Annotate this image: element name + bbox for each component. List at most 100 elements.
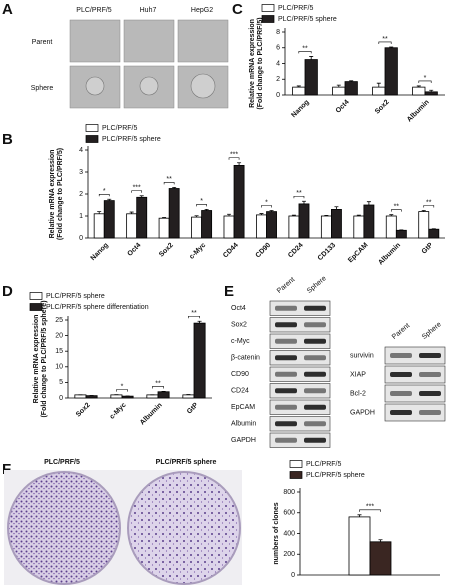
significance-bracket [196, 204, 207, 207]
protein-label: XIAP [350, 371, 366, 378]
protein-label: β-catenin [231, 355, 260, 362]
panel-letter: F [2, 461, 11, 478]
band [275, 355, 297, 361]
significance-label: * [265, 199, 268, 206]
bar [266, 211, 277, 239]
legend-label: PLC/PRF/5 sphere [102, 136, 161, 143]
x-tick-label: Albumin [377, 242, 402, 267]
band [275, 404, 297, 410]
significance-bracket [188, 315, 200, 319]
bar [348, 516, 371, 576]
blot-strip [269, 333, 331, 349]
band [275, 421, 297, 427]
y-tick-label: 6 [276, 45, 280, 52]
error-bar [269, 210, 274, 212]
bar [428, 228, 440, 239]
protein-label: CD90 [231, 371, 249, 378]
bar [223, 215, 235, 239]
legend-label: PLC/PRF/5 [278, 5, 314, 12]
y-tick-label: 0 [79, 235, 83, 242]
error-bar [162, 217, 167, 219]
bar [85, 395, 98, 399]
protein-label: CD24 [231, 388, 249, 395]
bar [292, 86, 306, 96]
y-tick-label: 0 [291, 572, 295, 579]
band [419, 391, 441, 396]
blot-strip [269, 399, 331, 415]
bar [93, 213, 105, 239]
band [275, 322, 297, 328]
y-tick-label: 2 [276, 76, 280, 83]
bar [256, 214, 267, 239]
protein-label: EpCAM [231, 404, 255, 411]
legend-label: PLC/PRF/5 sphere [278, 16, 337, 23]
x-tick-label: Albumin [406, 99, 431, 124]
bar [191, 216, 202, 239]
bar [331, 208, 342, 239]
blot-strip [269, 416, 331, 432]
panel-letter: C [232, 1, 243, 18]
bar [136, 196, 148, 239]
error-bar [389, 46, 394, 48]
significance-bracket [359, 509, 381, 512]
sphere [190, 73, 216, 99]
protein-label: survivin [350, 352, 374, 359]
plate-label: PLC/PRF/5 [44, 459, 80, 466]
bar [332, 86, 346, 96]
error-bar [389, 214, 394, 216]
protein-label: GAPDH [350, 409, 375, 416]
error-bar [334, 206, 339, 210]
bar [385, 215, 397, 239]
bar [74, 394, 87, 399]
bar [344, 81, 358, 96]
x-tick-label: CD133 [317, 242, 337, 262]
band [304, 355, 326, 361]
micrograph [177, 65, 229, 109]
significance-label: ** [191, 310, 197, 317]
panel-letter: B [2, 131, 13, 148]
error-bar [416, 85, 421, 88]
micrograph [177, 19, 229, 63]
lane-label: Parent [276, 276, 296, 295]
significance-label: * [121, 383, 124, 390]
column-label: Huh7 [140, 7, 157, 14]
significance-bracket [163, 182, 175, 185]
error-bar [197, 320, 202, 324]
error-bar [309, 56, 314, 60]
significance-bracket [228, 157, 240, 160]
error-bar [357, 514, 362, 517]
y-axis-label: (Fold change to PLC/PRF/5) [257, 17, 264, 109]
protein-label: Sox2 [231, 322, 247, 329]
column-label: HepG2 [191, 7, 213, 14]
x-tick-label: GtP [421, 242, 435, 256]
bar [395, 229, 407, 239]
x-tick-label: Sox2 [158, 242, 175, 259]
bar [158, 217, 170, 239]
y-axis-label: Relative mRNA expression [49, 150, 56, 239]
error-bar [291, 214, 296, 216]
bar [320, 215, 332, 239]
error-bar [172, 187, 177, 189]
panel-letter: A [2, 1, 13, 18]
significance-label: ** [394, 204, 400, 211]
blot-strip [269, 350, 331, 366]
y-tick-label: 800 [283, 489, 295, 496]
lane-label: Parent [391, 322, 411, 341]
x-tick-label: c-Myc [188, 242, 207, 261]
bar [412, 86, 426, 96]
significance-bracket [390, 209, 402, 212]
y-tick-label: 4 [276, 60, 280, 67]
blot-strip [269, 300, 331, 316]
bar [182, 394, 195, 399]
y-tick-label: 400 [283, 530, 295, 537]
band [275, 305, 297, 311]
bar [121, 395, 134, 399]
x-tick-label: Sox2 [75, 402, 92, 419]
x-tick-label: CD24 [287, 242, 305, 260]
y-tick-label: 5 [59, 379, 63, 386]
significance-label: ** [296, 190, 302, 197]
significance-bracket [418, 80, 432, 83]
bar [384, 47, 398, 96]
y-tick-label: 10 [55, 364, 63, 371]
significance-bracket [152, 386, 164, 389]
